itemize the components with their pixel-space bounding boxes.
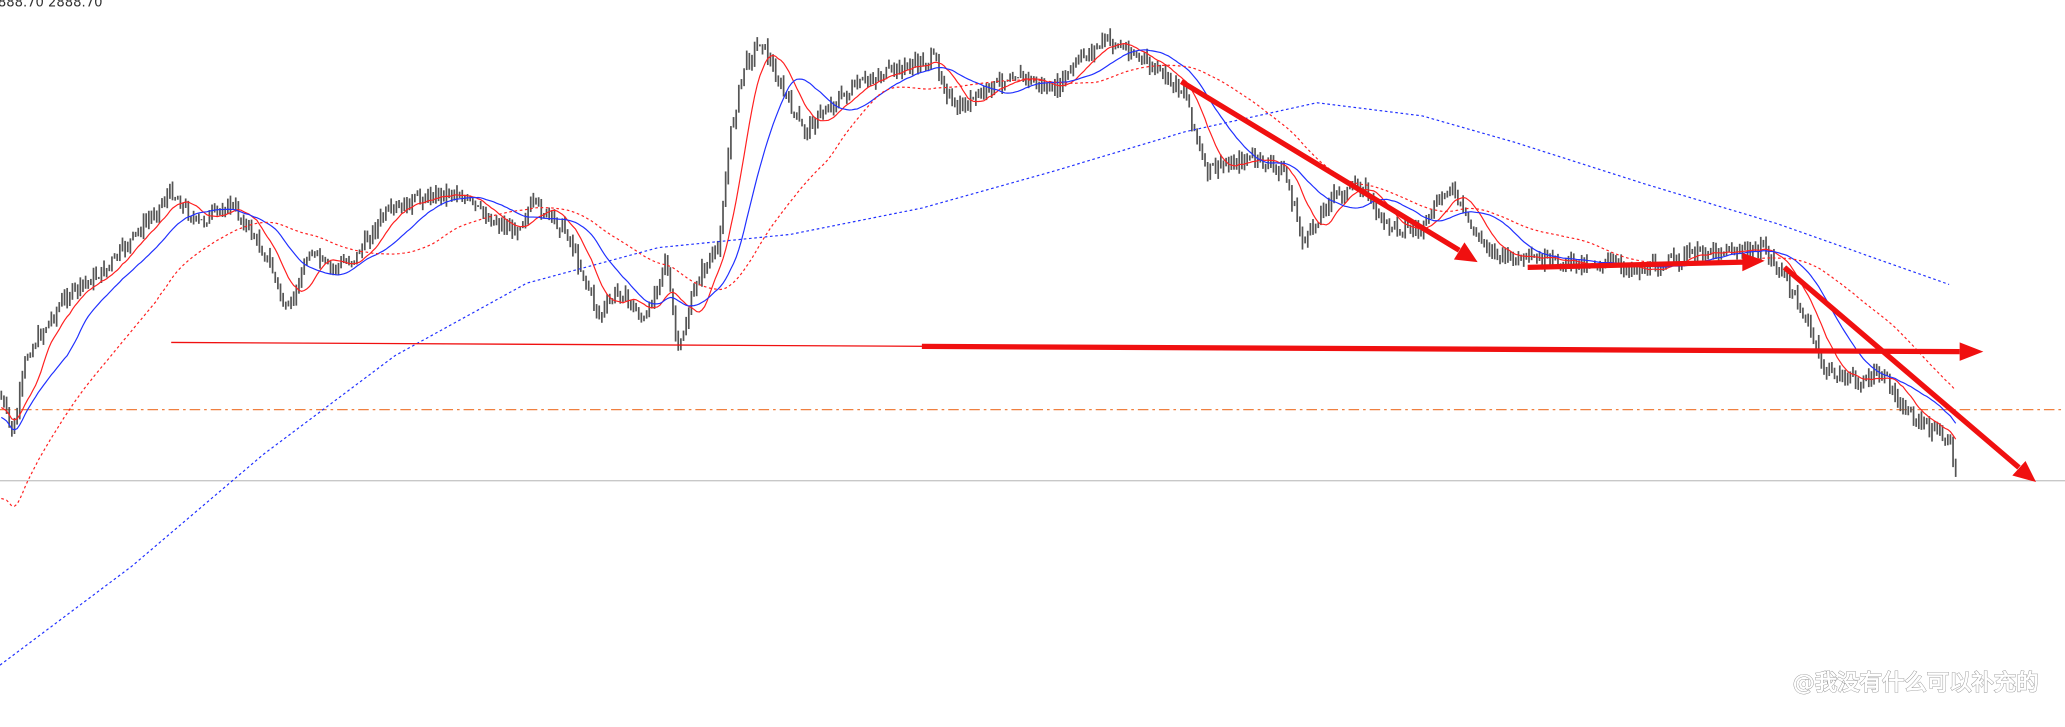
arrow-line [1782, 265, 2021, 470]
arrow-head [1742, 252, 1765, 272]
arrow-head [1453, 242, 1478, 263]
arrow-line [921, 343, 1960, 355]
arrow-head [2012, 460, 2037, 483]
price-header: 2888.70 2888.70 [0, 0, 102, 11]
moving-average [1, 64, 1957, 507]
arrow-line [1179, 79, 1461, 253]
arrow-head [1959, 342, 1984, 361]
moving-average [0, 102, 1950, 666]
annotations [171, 79, 2037, 483]
watermark: @我没有什么可以补充的 [1793, 669, 2039, 696]
arrow-line [1527, 259, 1744, 270]
candles [0, 28, 1957, 477]
